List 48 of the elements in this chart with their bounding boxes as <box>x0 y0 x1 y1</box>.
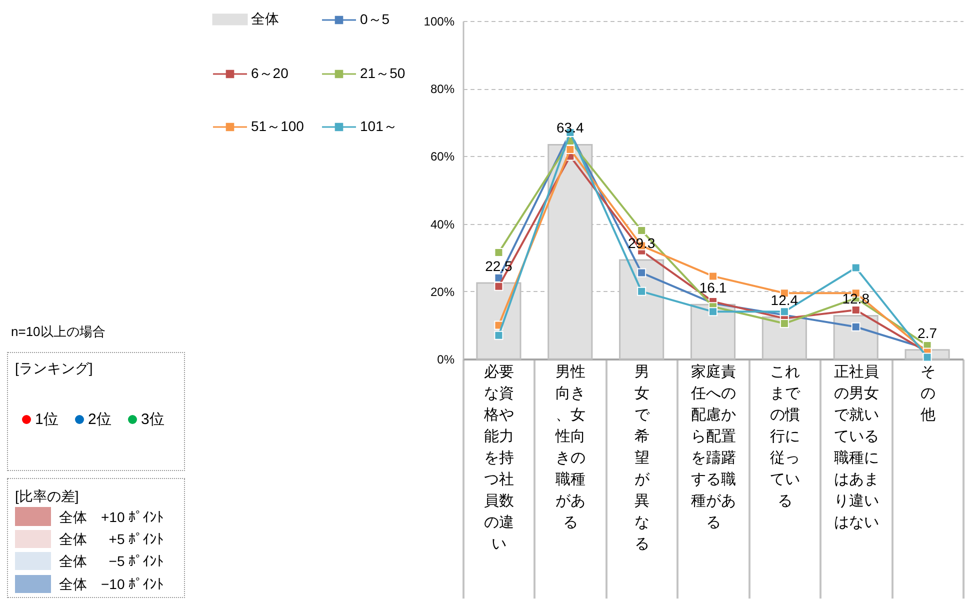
x-tick-label: その他 <box>920 364 936 424</box>
data-label: 63.4 <box>556 120 584 136</box>
point <box>922 352 932 362</box>
x-tick-label: 男性向き、女性向きの職種がある <box>554 364 586 531</box>
data-label: 2.7 <box>918 324 938 341</box>
text: 全体 −5 ﾎﾟｲﾝﾄ <box>59 552 164 570</box>
legend-label: 101～ <box>360 118 398 134</box>
text: 全体 −10 ﾎﾟｲﾝﾄ <box>59 574 164 592</box>
legend-label: 0～5 <box>360 11 390 27</box>
x-tick-label: 家庭責任への配慮から配置を躊躇する職種がある <box>690 364 736 531</box>
x-tick-label: 正社員の男女で就いている職種にはあまり違いはない <box>834 364 879 531</box>
y-tick-label: 60% <box>430 150 455 164</box>
bar <box>690 304 736 360</box>
point <box>637 268 646 278</box>
point <box>637 226 646 236</box>
point <box>708 272 718 281</box>
text: 3位 <box>141 410 164 428</box>
category-label: 男女で希望が異なる <box>634 364 650 552</box>
text: [ランキング] <box>15 359 93 377</box>
data-label: 16.1 <box>699 280 727 296</box>
point <box>494 330 504 340</box>
y-tick-label: 20% <box>430 284 455 299</box>
point <box>566 144 575 154</box>
legend-label: 6～20 <box>251 65 289 81</box>
legend-label: 全体 <box>251 10 279 26</box>
y-tick-label: 100% <box>424 14 455 28</box>
y-tick-label: 0% <box>437 352 455 366</box>
text: [比率の差] <box>15 487 79 505</box>
text: 1位 <box>35 410 58 428</box>
point <box>780 319 789 328</box>
point <box>780 307 789 316</box>
text: 全体 +10 ﾎﾟｲﾝﾄ <box>59 508 164 526</box>
category-label: 必要な資格や能力を持つ社員数の違い <box>484 364 514 552</box>
y-tick-label: 40% <box>430 217 455 232</box>
point <box>851 322 860 332</box>
legend-label: 51～100 <box>251 118 304 134</box>
y-tick-label: 80% <box>430 82 455 96</box>
text: 2位 <box>88 410 112 428</box>
point <box>637 286 646 296</box>
x-tick-label: これまでの慣行に従っている <box>770 364 801 510</box>
text: 全体 +5 ﾎﾟｲﾝﾄ <box>59 530 164 548</box>
data-label: 12.4 <box>770 292 798 308</box>
point <box>494 282 504 291</box>
legend-label: 21～50 <box>360 65 406 81</box>
point <box>851 263 860 272</box>
text: n=10以上の場合 <box>11 322 106 340</box>
point <box>708 307 718 316</box>
bar <box>833 314 878 360</box>
